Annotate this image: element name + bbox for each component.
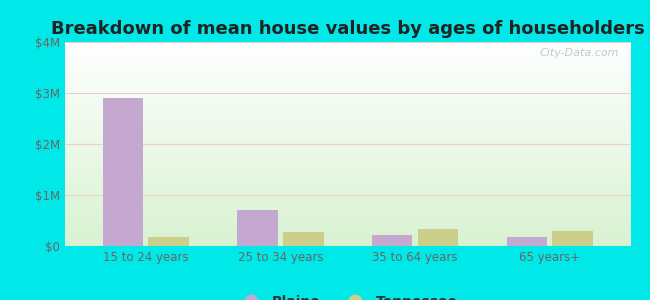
Legend: Blaine, Tennessee: Blaine, Tennessee <box>231 290 464 300</box>
Bar <box>418 229 458 246</box>
Bar <box>148 237 189 246</box>
Bar <box>103 98 143 246</box>
Bar <box>552 231 593 246</box>
Bar <box>372 235 412 246</box>
Text: City-Data.com: City-Data.com <box>540 48 619 58</box>
Bar <box>283 232 324 246</box>
Title: Breakdown of mean house values by ages of householders: Breakdown of mean house values by ages o… <box>51 20 645 38</box>
Bar <box>506 237 547 246</box>
Bar <box>237 210 278 246</box>
